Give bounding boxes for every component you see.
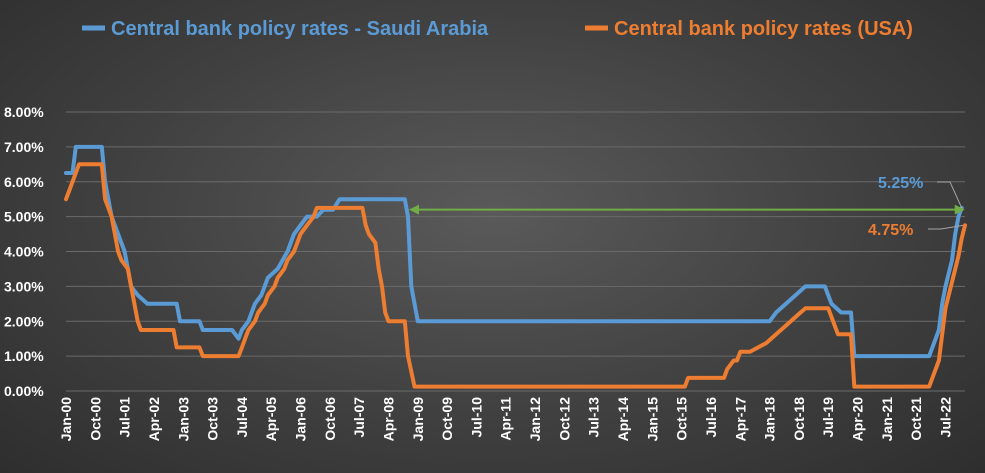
x-tick-label: Oct-21 — [908, 397, 924, 441]
x-tick-label: Jan-21 — [879, 397, 895, 442]
x-tick-label: Oct-18 — [791, 397, 807, 441]
annotations: 5.25% 4.75% — [868, 175, 964, 239]
x-tick-label: Oct-12 — [556, 397, 572, 441]
series-line-saudi — [64, 144, 964, 359]
x-tick-label: Oct-09 — [439, 397, 455, 441]
y-tick-label: 1.00% — [4, 348, 44, 364]
x-tick-label: Apr-05 — [263, 397, 279, 442]
x-tick-label: Jul-01 — [117, 397, 133, 438]
y-tick-label: 5.00% — [4, 209, 44, 225]
leader-line-usa — [928, 224, 964, 230]
x-tick-label: Jul-10 — [468, 397, 484, 438]
x-tick-label: Apr-08 — [380, 397, 396, 442]
x-axis: Jan-00 Oct-00 Jul-01 Apr-02 Jan-03 Oct-03 Jul-… — [58, 397, 953, 442]
x-tick-label: Jan-15 — [644, 397, 660, 442]
x-tick-label: Jan-00 — [58, 397, 74, 442]
y-tick-label: 2.00% — [4, 313, 44, 329]
x-tick-label: Jan-06 — [293, 397, 309, 442]
x-tick-label: Jul-13 — [586, 397, 602, 438]
x-tick-label: Oct-15 — [674, 397, 690, 441]
series-line-usa — [64, 162, 967, 389]
x-tick-label: Jul-22 — [937, 397, 953, 438]
x-tick-label: Oct-03 — [205, 397, 221, 441]
annotation-usa-rate: 4.75% — [868, 222, 913, 239]
y-tick-label: 0.00% — [4, 383, 44, 399]
x-tick-label: Apr-02 — [146, 397, 162, 442]
x-tick-label: Oct-06 — [322, 397, 338, 441]
y-tick-label: 3.00% — [4, 278, 44, 294]
x-tick-label: Apr-11 — [498, 397, 514, 441]
x-tick-label: Apr-20 — [850, 397, 866, 442]
annotation-saudi-rate: 5.25% — [878, 175, 923, 192]
legend-label-usa: Central bank policy rates (USA) — [614, 18, 913, 40]
legend: Central bank policy rates - Saudi Arabia… — [82, 18, 913, 40]
x-tick-label: Apr-14 — [615, 397, 631, 442]
legend-label-saudi: Central bank policy rates - Saudi Arabia — [111, 18, 489, 40]
x-tick-label: Jul-07 — [351, 397, 367, 438]
x-tick-label: Jan-03 — [175, 397, 191, 442]
x-tick-label: Apr-17 — [732, 397, 748, 442]
x-tick-label: Jul-19 — [820, 397, 836, 438]
y-tick-label: 8.00% — [4, 104, 44, 120]
y-tick-label: 7.00% — [4, 139, 44, 155]
x-tick-label: Jul-16 — [703, 397, 719, 438]
x-tick-label: Jan-12 — [527, 397, 543, 442]
y-axis: 0.00% 1.00% 2.00% 3.00% 4.00% 5.00% 6.00% 7.00%… — [4, 104, 44, 399]
x-tick-label: Jul-04 — [234, 397, 250, 438]
x-tick-label: Jan-09 — [410, 397, 426, 442]
leader-line-saudi — [937, 181, 963, 209]
y-tick-label: 6.00% — [4, 174, 44, 190]
x-tick-label: Oct-00 — [87, 397, 103, 441]
y-tick-label: 4.00% — [4, 244, 44, 260]
series-layer — [64, 144, 967, 389]
x-tick-label: Jan-18 — [762, 397, 778, 442]
